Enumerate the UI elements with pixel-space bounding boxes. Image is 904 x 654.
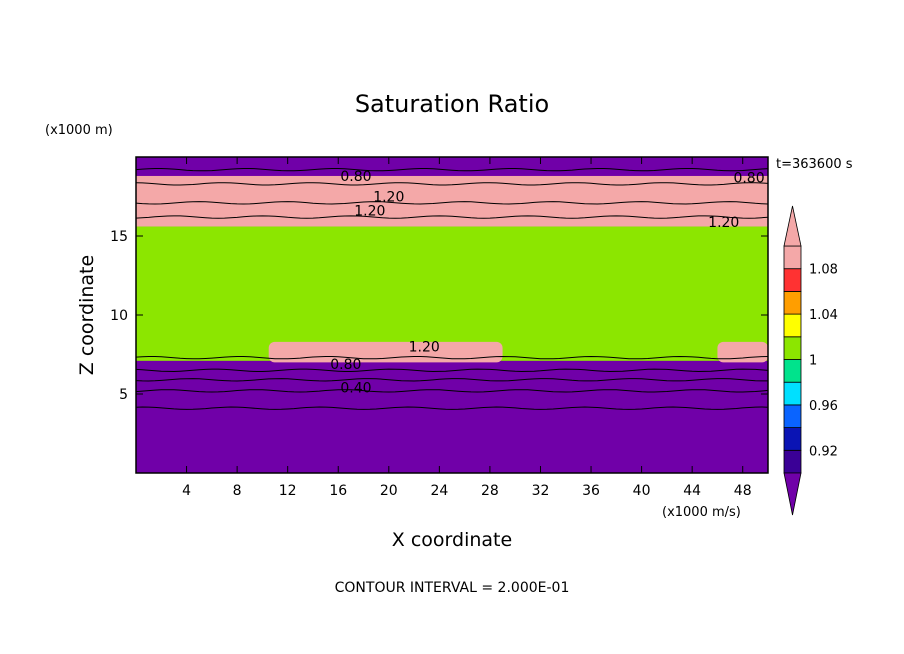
- contour-label: 0.40: [340, 381, 371, 397]
- colorbar-max-arrow: [783, 205, 802, 247]
- colorbar-swatch: [783, 359, 802, 383]
- contour-line: [136, 406, 768, 410]
- plot-area: 0.80 0.801.201.201.201.200.800.40 4 8 12 16 2…: [110, 156, 769, 499]
- colorbar-swatch: [783, 336, 802, 360]
- time-label: t=363600 s: [776, 157, 853, 172]
- contour-line: [136, 182, 768, 186]
- contour-label: 1.20: [409, 340, 440, 356]
- contour-line: [136, 368, 768, 373]
- colorbar-label: 1.04: [809, 308, 838, 323]
- field-region-base-supersat-2: [717, 341, 768, 363]
- contour-line: [136, 355, 768, 360]
- colorbar-min-arrow: [783, 472, 802, 516]
- colorbar-swatch: [783, 381, 802, 406]
- colorbar-label: 1.08: [809, 263, 838, 278]
- contour-label: 1.20: [708, 215, 739, 231]
- contour-label: 1.20: [373, 190, 404, 206]
- x-tick-label: 44: [683, 483, 701, 499]
- x-tick-label: 24: [430, 483, 448, 499]
- x-tick-label: 36: [582, 483, 600, 499]
- x-tick-label: 32: [532, 483, 550, 499]
- contour-label: 0.80: [733, 171, 764, 187]
- x-tick-label: 12: [279, 483, 297, 499]
- x-axis-label: X coordinate: [392, 529, 512, 551]
- colorbar: 0.92 0.96 1 1.04 1.08: [783, 205, 838, 516]
- y-axis-unit: (x1000 m): [45, 123, 113, 138]
- field-region-lower-dry: [136, 363, 768, 473]
- contour-label: 1.20: [354, 204, 385, 220]
- y-tick-label: 10: [110, 308, 128, 324]
- contour-label: 0.80: [330, 357, 361, 373]
- x-tick-label: 20: [380, 483, 398, 499]
- field-region-cloud-layer: [136, 226, 768, 361]
- y-tick-label: 15: [110, 229, 128, 245]
- contour-label: 0.80: [340, 169, 371, 185]
- x-tick-label: 4: [182, 483, 191, 499]
- contour-line: [136, 168, 768, 172]
- x-tick-label: 8: [233, 483, 242, 499]
- chart-title: Saturation Ratio: [355, 90, 549, 118]
- x-tick-label: 48: [734, 483, 752, 499]
- x-axis-unit: (x1000 m/s): [662, 505, 741, 520]
- field-region-base-supersat-1: [268, 341, 503, 363]
- y-tick-label: 5: [119, 387, 128, 403]
- y-axis-label: Z coordinate: [76, 255, 98, 375]
- colorbar-swatch: [783, 290, 802, 315]
- colorbar-label: 1: [809, 354, 817, 369]
- colorbar-swatch: [783, 245, 802, 270]
- contour-line: [136, 389, 768, 393]
- colorbar-swatch: [783, 427, 802, 451]
- colorbar-swatch: [783, 313, 802, 338]
- colorbar-swatch: [783, 268, 802, 292]
- x-tick-label: 40: [633, 483, 651, 499]
- contour-line: [136, 201, 768, 205]
- colorbar-swatch: [783, 404, 802, 428]
- colorbar-label: 0.96: [809, 399, 838, 414]
- contour-line: [136, 378, 768, 382]
- field-region-anvil-supersat: [136, 175, 768, 227]
- contour-line: [136, 215, 768, 219]
- contour-interval-footer: CONTOUR INTERVAL = 2.000E-01: [335, 580, 570, 596]
- colorbar-label: 0.92: [809, 444, 838, 459]
- x-tick-label: 28: [481, 483, 499, 499]
- x-tick-label: 16: [329, 483, 347, 499]
- colorbar-swatch: [783, 449, 802, 474]
